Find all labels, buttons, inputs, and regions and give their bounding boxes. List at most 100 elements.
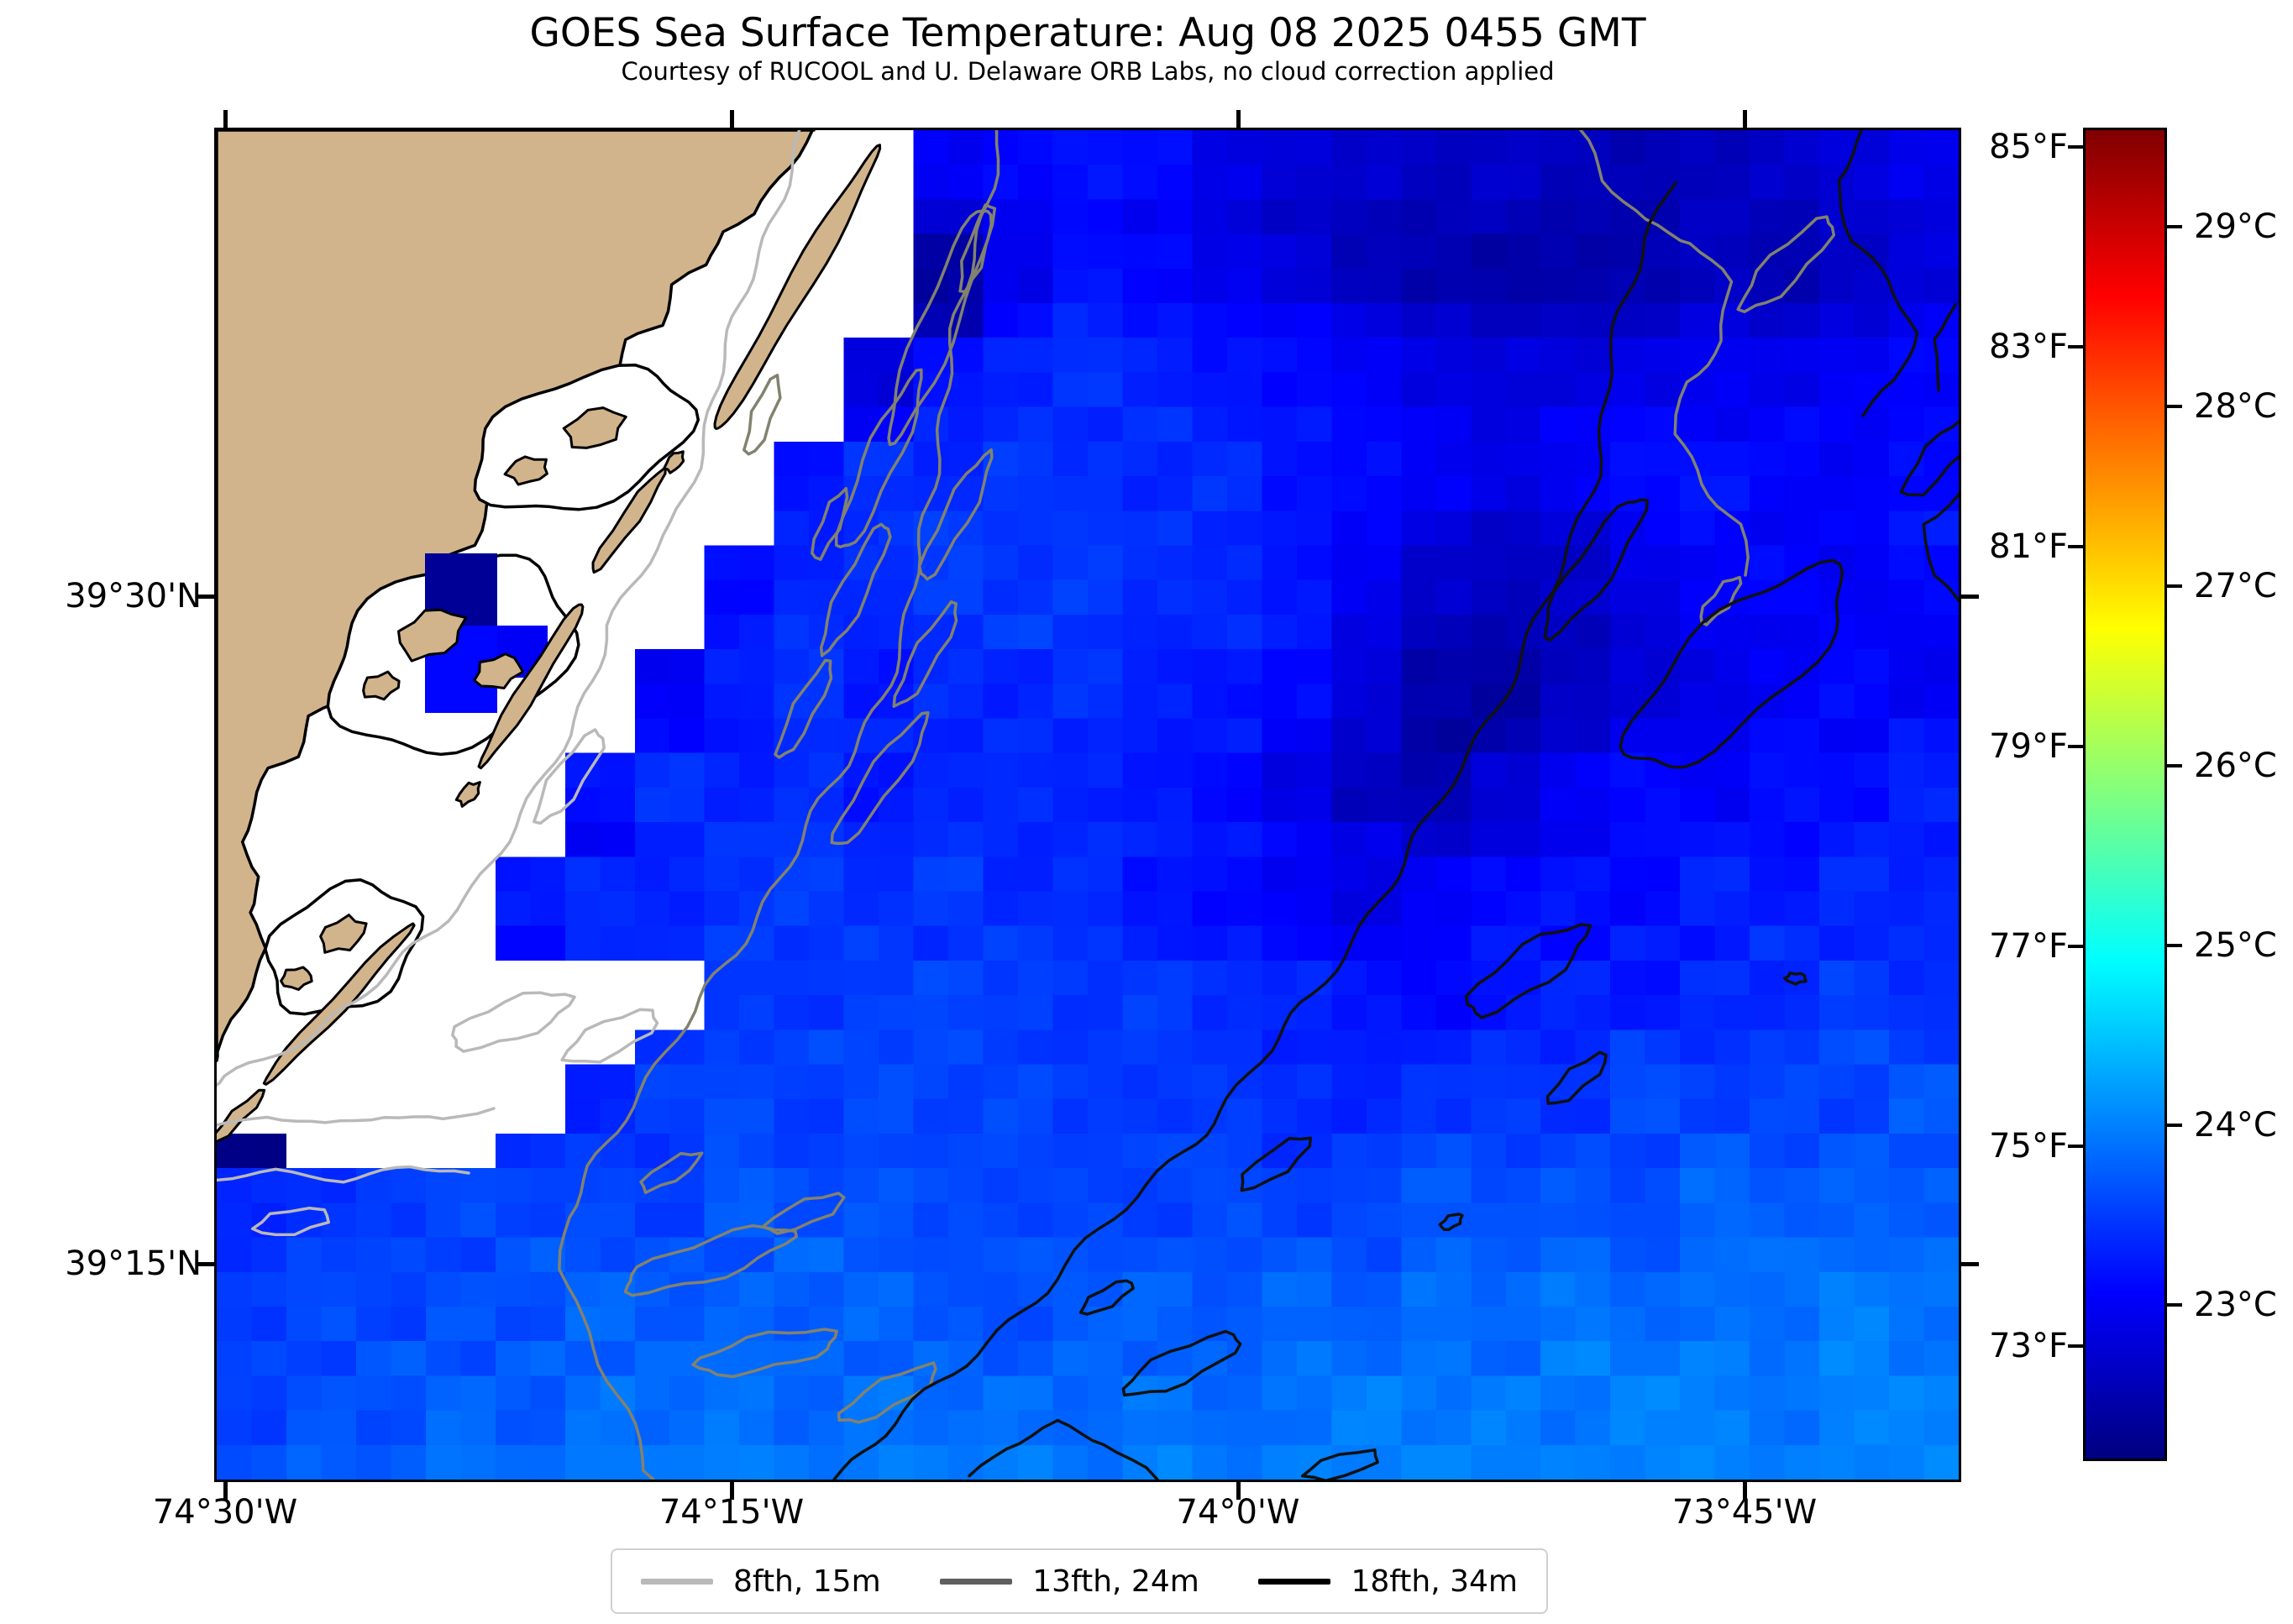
x-tick-label: 74°30'W (152, 1493, 298, 1532)
colorbar-fahrenheit-label: 81°F (1989, 527, 2068, 566)
island-2 (397, 608, 468, 663)
colorbar-tick-celsius (2167, 764, 2182, 767)
colorbar-tick-fahrenheit (2068, 345, 2083, 348)
x-tick-bottom (223, 1482, 228, 1500)
barrier-island-1 (591, 466, 667, 574)
colorbar-celsius-label: 25°C (2194, 926, 2277, 965)
x-tick-top (223, 110, 228, 128)
x-tick-top (1236, 110, 1241, 128)
colorbar-fahrenheit-label: 77°F (1989, 927, 2068, 966)
contour-18fth-fragment (1933, 302, 1958, 392)
contour-13fth-loop (811, 486, 849, 561)
barrier-island-2 (477, 603, 585, 770)
y-tick-label: 39°15'N (65, 1244, 202, 1283)
legend-item-13fth: 13fth, 24m (940, 1564, 1199, 1599)
contours-18fth (832, 130, 1959, 1480)
contour-13fth-loop (887, 209, 993, 447)
colorbar-celsius-label: 23°C (2194, 1286, 2277, 1324)
contour-18fth-loop (1300, 1448, 1379, 1480)
contour-13fth-loop (742, 374, 782, 456)
contour-18fth-loop (1543, 498, 1649, 642)
x-tick-label: 74°0'W (1176, 1493, 1300, 1532)
colorbar-tick-celsius (2167, 944, 2182, 947)
barrier-island-0 (713, 144, 882, 430)
legend-item-8fth: 8fth, 15m (641, 1564, 881, 1599)
x-tick-label: 74°15'W (659, 1493, 805, 1532)
colorbar-celsius-label: 24°C (2194, 1106, 2277, 1145)
barrier-island-4 (217, 1088, 266, 1143)
y-tick-left (197, 595, 214, 599)
contour-18fth-loop (1899, 419, 1959, 497)
contours-8fth (217, 130, 801, 1237)
contour-13fth-loop (691, 1328, 838, 1379)
legend-label: 8fth, 15m (733, 1564, 881, 1599)
bay-islands (280, 406, 627, 991)
x-tick-bottom (1743, 1482, 1747, 1500)
x-tick-top (730, 110, 734, 128)
contour-18fth-loop (1240, 1136, 1313, 1192)
y-tick-right (1961, 1262, 1979, 1266)
island-1 (503, 455, 548, 486)
depth-legend: 8fth, 15m 13fth, 24m 18fth, 34m (611, 1548, 1548, 1614)
contour-18fth-fragment (968, 1418, 1159, 1480)
contour-13fth-loop (819, 522, 892, 657)
island-6 (280, 966, 313, 991)
colorbar-fahrenheit-label: 83°F (1989, 327, 2068, 366)
chart-title: GOES Sea Surface Temperature: Aug 08 202… (529, 10, 1646, 56)
y-tick-label: 39°30'N (65, 577, 202, 616)
colorbar-fahrenheit-label: 75°F (1989, 1127, 2068, 1166)
contour-18fth-loop (1078, 1279, 1135, 1316)
legend-label: 13fth, 24m (1032, 1564, 1199, 1599)
colorbar-tick-celsius (2167, 1124, 2182, 1127)
land (217, 130, 816, 1062)
colorbar-celsius-label: 28°C (2194, 387, 2277, 426)
chart-subtitle: Courtesy of RUCOOL and U. Delaware ORB L… (621, 57, 1555, 86)
legend-line-swatch (1258, 1578, 1331, 1585)
contour-18fth-loop (1464, 923, 1593, 1019)
legend-line-swatch (641, 1578, 713, 1585)
contour-13fth-loop (623, 1223, 798, 1297)
contour-8fth-loop (533, 728, 606, 825)
x-tick-top (1743, 110, 1747, 128)
contour-13fth-loop (958, 203, 997, 294)
contour-13fth-main (558, 130, 1000, 1480)
y-tick-left (197, 1262, 214, 1266)
contour-8fth-main (217, 130, 801, 1087)
contour-8fth-loop (451, 991, 576, 1053)
colorbar-celsius-label: 26°C (2194, 747, 2277, 785)
legend-line-swatch (940, 1578, 1013, 1585)
island-4 (362, 670, 401, 701)
colorbar-fahrenheit-label: 85°F (1989, 128, 2068, 166)
colorbar-tick-celsius (2167, 1303, 2182, 1307)
colorbar-fahrenheit-label: 79°F (1989, 727, 2068, 766)
contour-8fth-fragment (217, 1107, 496, 1127)
contour-13fth-meander (1578, 130, 1750, 577)
contour-18fth-loop (1619, 558, 1844, 769)
contours-13fth (558, 130, 1836, 1480)
y-tick-right (1961, 595, 1979, 599)
legend-label: 18fth, 34m (1351, 1564, 1518, 1599)
x-tick-label: 73°45'W (1671, 1493, 1818, 1532)
contour-13fth-loop (639, 1151, 704, 1195)
contour-18fth-fragment (1922, 491, 1959, 602)
contour-18fth-branch (1837, 130, 1919, 417)
contour-18fth-main (832, 181, 1677, 1480)
contour-18fth-loop (1545, 1050, 1608, 1105)
colorbar-fahrenheit-label: 73°F (1989, 1327, 2068, 1365)
contour-18fth-loop (1438, 1213, 1464, 1232)
colorbar-tick-celsius (2167, 584, 2182, 588)
contour-13fth-loop (834, 368, 923, 549)
barrier-island-5 (663, 450, 685, 474)
contour-8fth-fragment (217, 1165, 470, 1184)
colorbar-tick-celsius (2167, 225, 2182, 228)
contour-8fth-loop (560, 1008, 659, 1064)
contour-13fth-loop (892, 600, 958, 708)
barrier-islands (217, 144, 882, 1143)
x-tick-bottom (1236, 1482, 1241, 1500)
contour-18fth-loop (1121, 1329, 1242, 1397)
colorbar-tick-fahrenheit (2068, 1145, 2083, 1148)
legend-item-18fth: 18fth, 34m (1258, 1564, 1518, 1599)
contour-13fth-loop (761, 1192, 846, 1235)
temperature-colorbar (2083, 128, 2167, 1461)
